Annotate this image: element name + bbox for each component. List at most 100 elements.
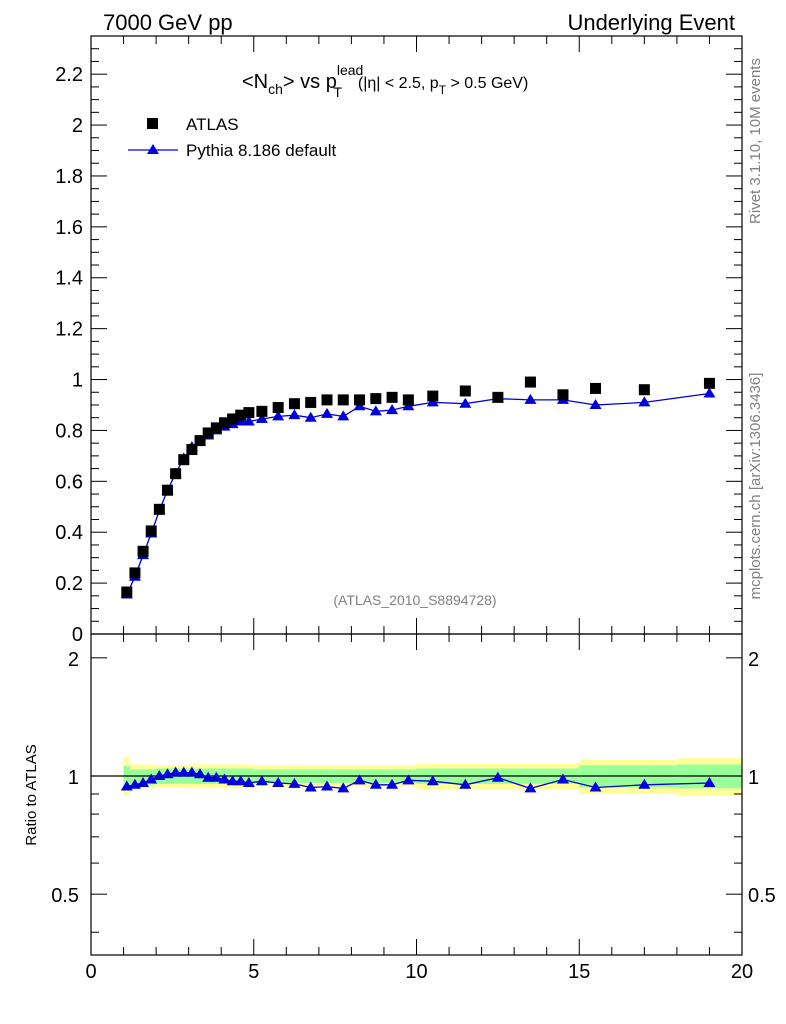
ratio-mc-point [402, 774, 415, 785]
header-right: Underlying Event [567, 10, 735, 35]
atlas-point [492, 391, 504, 403]
mc-point [638, 396, 651, 407]
ratio-frame [90, 633, 743, 956]
atlas-point [170, 468, 182, 480]
title-sub-ch: ch [268, 81, 283, 97]
mc-point [288, 409, 301, 420]
atlas-point [129, 567, 141, 579]
mc-point [255, 412, 268, 423]
title-sup-lead: lead [337, 62, 363, 78]
ratio-y-tick-label: 2 [68, 649, 79, 671]
atlas-point [145, 525, 157, 537]
y-tick-label: 2 [72, 115, 83, 137]
ratio-y-tick-label-right: 0.5 [748, 885, 776, 907]
y-tick-label: 0.6 [55, 471, 83, 493]
ratio-y-axis-label: Ratio to ATLAS [23, 744, 40, 845]
main-axes: 0 0.2 0.4 0.6 0.8 1 1.2 1.4 1.6 1.8 2 2.2 [55, 35, 743, 646]
main-panel: 0 0.2 0.4 0.6 0.8 1 1.2 1.4 1.6 1.8 2 2.2 <Nch> vs … [55, 35, 743, 646]
atlas-point [210, 422, 222, 434]
mc-point [459, 397, 472, 408]
ratio-mc-point [320, 780, 333, 791]
ratio-mc-point [386, 778, 399, 789]
legend-data-marker [147, 118, 158, 129]
atlas-point [305, 396, 317, 408]
atlas-point [459, 385, 471, 397]
atlas-point [202, 427, 214, 439]
legend-mc-label: Pythia 8.186 default [186, 141, 337, 160]
title-main: <N [242, 71, 268, 93]
y-tick-label: 1.6 [55, 217, 83, 239]
title-mid: > vs p [283, 71, 337, 93]
mc-point [589, 398, 602, 409]
title-sub-t: T [333, 84, 342, 100]
ratio-mc-point [145, 773, 158, 784]
ratio-mc-point [337, 782, 350, 793]
legend-mc-marker [147, 144, 159, 154]
atlas-point [524, 376, 536, 388]
analysis-watermark: (ATLAS_2010_S8894728) [333, 592, 496, 608]
ratio-mc-point [589, 781, 602, 792]
atlas-point [194, 435, 206, 447]
x-tick-label: 10 [405, 961, 427, 983]
atlas-point [243, 407, 255, 419]
ratio-mc-point [242, 776, 255, 787]
y-tick-label: 0.2 [55, 573, 83, 595]
ratio-y-tick-label: 0.5 [51, 885, 79, 907]
y-tick-label: 0.4 [55, 522, 83, 544]
atlas-point [590, 382, 602, 394]
mc-point [242, 415, 255, 426]
atlas-point [288, 398, 300, 410]
atlas-point [427, 390, 439, 402]
y-tick-label: 0 [72, 624, 83, 646]
atlas-point [703, 377, 715, 389]
ratio-mc-point [234, 775, 247, 786]
atlas-point [178, 454, 190, 466]
ratio-mc-point [202, 771, 215, 782]
ratio-mc-point [185, 766, 198, 777]
atlas-point [272, 402, 284, 414]
ratio-mc-point [304, 781, 317, 792]
plot-title: <Nch> vs plead T (|η| < 2.5, pT > 0.5 GeV) [242, 62, 528, 100]
ratio-mc-point [369, 778, 382, 789]
title-cuts-t: T [439, 83, 447, 97]
mc-point [320, 407, 333, 418]
atlas-point [186, 444, 198, 456]
y-tick-label: 1.2 [55, 319, 83, 341]
ratio-y-tick-label-right: 2 [748, 649, 759, 671]
ratio-axes: 0.5 0.51 12 20 5 10 15 20 [51, 634, 776, 983]
ratio-mc-point [169, 766, 182, 777]
ratio-mc-point [272, 776, 285, 787]
ratio-mc-point [226, 775, 239, 786]
mc-point [386, 404, 399, 415]
y-tick-label: 2.2 [55, 64, 83, 86]
header-left: 7000 GeV pp [103, 10, 233, 35]
ratio-y-tick-label: 1 [68, 767, 79, 789]
legend-data-label: ATLAS [186, 115, 239, 134]
side-text-top: Rivet 3.1.10, 10M events [747, 58, 764, 224]
ratio-mc-point [288, 777, 301, 788]
ratio-mc-point [210, 771, 223, 782]
atlas-point [227, 413, 239, 425]
title-cuts-a: (|η| < 2.5, p [358, 75, 439, 92]
ratio-mc-point [218, 773, 231, 784]
ratio-mc-point [556, 773, 569, 784]
title-cuts-b: > 0.5 GeV) [446, 75, 528, 92]
mc-point [304, 411, 317, 422]
ratio-mc-point [255, 775, 268, 786]
ratio-series [120, 766, 716, 793]
ratio-mc-point [426, 775, 439, 786]
legend: ATLAS Pythia 8.186 default [128, 115, 337, 160]
atlas-point [638, 384, 650, 396]
y-tick-label: 0.8 [55, 420, 83, 442]
ratio-mc-point [524, 782, 537, 793]
x-tick-label: 5 [248, 961, 259, 983]
ratio-panel: 0.5 0.51 12 20 5 10 15 20 Ratio to ATLAS [23, 633, 776, 983]
atlas-point [153, 503, 165, 515]
atlas-point [402, 394, 414, 406]
atlas-point [557, 389, 569, 401]
atlas-point [321, 394, 333, 406]
ratio-mc-point [177, 766, 190, 777]
main-series [120, 376, 716, 599]
y-tick-label: 1.8 [55, 166, 83, 188]
